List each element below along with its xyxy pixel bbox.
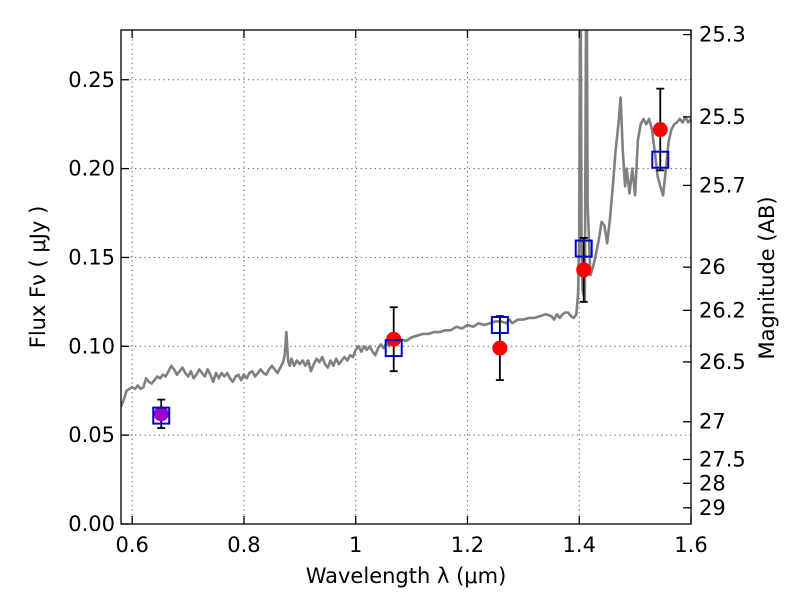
model-spectrum-line bbox=[121, 30, 691, 408]
observed-points-layer bbox=[153, 122, 668, 422]
magnitude-tick-label: 28 bbox=[699, 471, 726, 495]
observed-flux-point bbox=[576, 262, 592, 278]
y-tick-label: 0.00 bbox=[68, 512, 115, 536]
x-tick-label: 1 bbox=[349, 533, 362, 557]
plot-frame bbox=[120, 29, 692, 525]
magnitude-tick-label: 25.5 bbox=[699, 105, 746, 129]
x-axis: 0.6 0.8 1 1.2 1.4 1.6 bbox=[115, 30, 708, 557]
magnitude-tick-label: 25.7 bbox=[699, 173, 746, 197]
magnitude-axis-label: Magnitude (AB) bbox=[755, 196, 779, 359]
magnitude-tick-label: 25.3 bbox=[699, 23, 746, 47]
y-tick-label: 0.15 bbox=[68, 245, 115, 269]
y-axis: 0.00 0.05 0.10 0.15 0.20 0.25 bbox=[68, 68, 129, 536]
y-tick-label: 0.25 bbox=[68, 68, 115, 92]
observed-flux-point bbox=[153, 406, 169, 422]
x-tick-label: 1.4 bbox=[563, 533, 596, 557]
model-flux-square bbox=[651, 150, 670, 169]
magnitude-tick-label: 26.2 bbox=[699, 298, 746, 322]
y-tick-label: 0.10 bbox=[68, 334, 115, 358]
magnitude-tick-label: 26.5 bbox=[699, 350, 746, 374]
model-flux-square bbox=[384, 339, 403, 358]
y-tick-label: 0.05 bbox=[68, 423, 115, 447]
y-axis-label: Flux Fν ( μJy ) bbox=[26, 206, 50, 349]
magnitude-tick-label: 27.5 bbox=[699, 447, 746, 471]
x-tick-label: 0.8 bbox=[227, 533, 260, 557]
observed-flux-point bbox=[492, 340, 508, 356]
y-tick-label: 0.20 bbox=[68, 157, 115, 181]
magnitude-tick-label: 29 bbox=[699, 496, 726, 520]
model-flux-square bbox=[490, 315, 509, 334]
model-flux-square bbox=[574, 239, 593, 258]
x-tick-label: 1.2 bbox=[451, 533, 484, 557]
x-axis-label: Wavelength λ (μm) bbox=[306, 564, 507, 588]
x-tick-label: 0.6 bbox=[115, 533, 148, 557]
magnitude-tick-label: 27 bbox=[699, 410, 726, 434]
observed-flux-point bbox=[652, 122, 668, 138]
x-tick-label: 1.6 bbox=[674, 533, 707, 557]
model-flux-square bbox=[152, 406, 171, 425]
magnitude-tick-label: 26 bbox=[699, 255, 726, 279]
model-spectrum-layer bbox=[121, 30, 691, 408]
plot-background bbox=[121, 30, 691, 524]
model-points-layer bbox=[152, 150, 670, 425]
